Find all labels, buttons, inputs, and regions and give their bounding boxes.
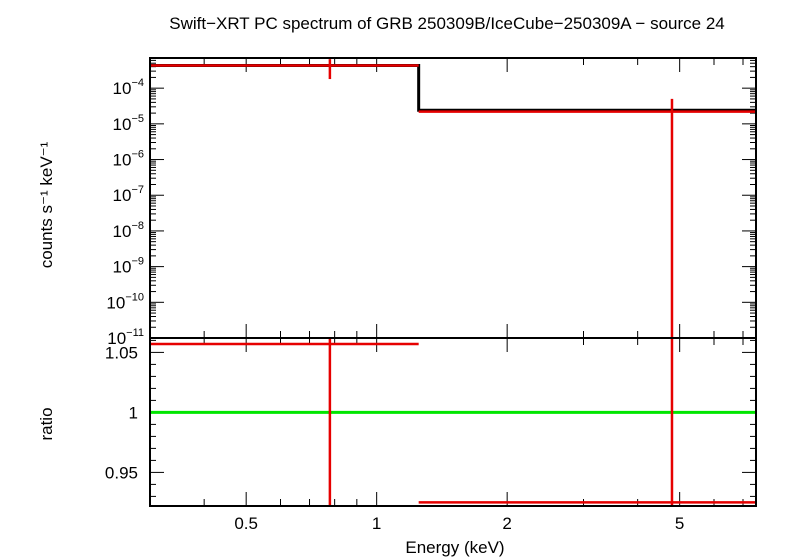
y-tick-label: 1 — [129, 403, 138, 422]
y-tick-label: 10−10 — [106, 291, 144, 312]
y-tick-label: 10−11 — [107, 327, 144, 348]
y-tick-label: 10−5 — [113, 113, 144, 134]
y-tick-label: 10−4 — [113, 77, 144, 98]
spectrum-panel-frame — [149, 57, 757, 339]
x-tick-label: 1 — [372, 514, 381, 533]
ratio-panel-frame — [149, 337, 757, 507]
y-axis-label-counts: counts s⁻¹ keV⁻¹ — [37, 141, 56, 268]
y-tick-label: 10−7 — [113, 184, 144, 205]
x-axis-label: Energy (keV) — [405, 538, 504, 557]
y-tick-label: 10−9 — [113, 256, 144, 277]
y-tick-label: 1.05 — [105, 343, 138, 362]
y-tick-label: 10−6 — [113, 149, 144, 170]
y-axis-label-ratio: ratio — [37, 407, 56, 440]
y-tick-label: 10−8 — [113, 220, 144, 241]
y-tick-label: 0.95 — [105, 463, 138, 482]
x-tick-label: 5 — [675, 514, 684, 533]
chart-title: Swift−XRT PC spectrum of GRB 250309B/Ice… — [169, 14, 725, 33]
x-tick-label: 2 — [502, 514, 511, 533]
plot-area: 10−11 10−10 10−9 10−8 10−7 10−6 10−5 10−4 0.95 1 1… — [105, 57, 757, 533]
model-histogram — [150, 64, 756, 112]
x-tick-label: 0.5 — [234, 514, 258, 533]
